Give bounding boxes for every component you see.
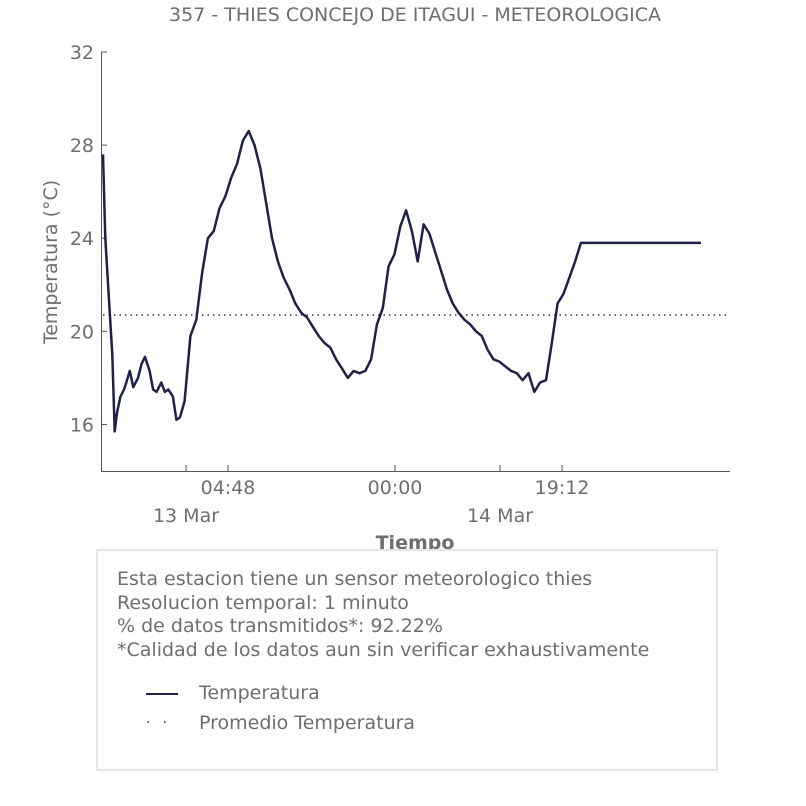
x-tick-label-time: 00:00 bbox=[368, 477, 423, 499]
chart-title: 357 - THIES CONCEJO DE ITAGUI - METEOROL… bbox=[169, 4, 661, 26]
info-line-sensor: Esta estacion tiene un sensor meteorolog… bbox=[117, 568, 593, 590]
legend-dotted-swatch: ·· bbox=[146, 715, 179, 731]
info-line-resolution: Resolucion temporal: 1 minuto bbox=[117, 591, 409, 614]
legend-line-swatch bbox=[146, 693, 178, 695]
y-ticks: 32 28 24 20 16 bbox=[70, 42, 107, 436]
info-line-transmitted: % de datos transmitidos*: 92.22% bbox=[117, 615, 443, 637]
y-axis-label: Temperatura (°C) bbox=[40, 180, 62, 345]
x-tick-label-date: 14 Mar bbox=[467, 505, 533, 527]
info-panel: Esta estacion tiene un sensor meteorolog… bbox=[96, 549, 718, 771]
y-tick-label: 20 bbox=[70, 321, 94, 343]
info-line-quality-note: *Calidad de los datos aun sin verificar … bbox=[117, 638, 650, 661]
x-ticks: 04:48 00:00 19:12 13 Mar 14 Mar bbox=[153, 465, 589, 527]
temperature-series-line bbox=[101, 129, 701, 433]
y-tick-label: 24 bbox=[70, 228, 94, 250]
legend-label: Temperatura bbox=[199, 682, 320, 704]
y-tick-label: 28 bbox=[70, 135, 94, 157]
info-text: Esta estacion tiene un sensor meteorolog… bbox=[117, 568, 649, 662]
y-tick-label: 32 bbox=[70, 42, 94, 64]
legend-label: Promedio Temperatura bbox=[199, 712, 416, 734]
temperature-chart: 357 - THIES CONCEJO DE ITAGUI - METEOROL… bbox=[40, 4, 730, 554]
x-tick-label-time: 19:12 bbox=[535, 477, 590, 499]
y-tick-label: 16 bbox=[70, 414, 94, 436]
x-tick-label-date: 13 Mar bbox=[153, 505, 219, 527]
x-axis-label: Tiempo bbox=[376, 532, 455, 554]
x-tick-label-time: 04:48 bbox=[201, 477, 256, 499]
